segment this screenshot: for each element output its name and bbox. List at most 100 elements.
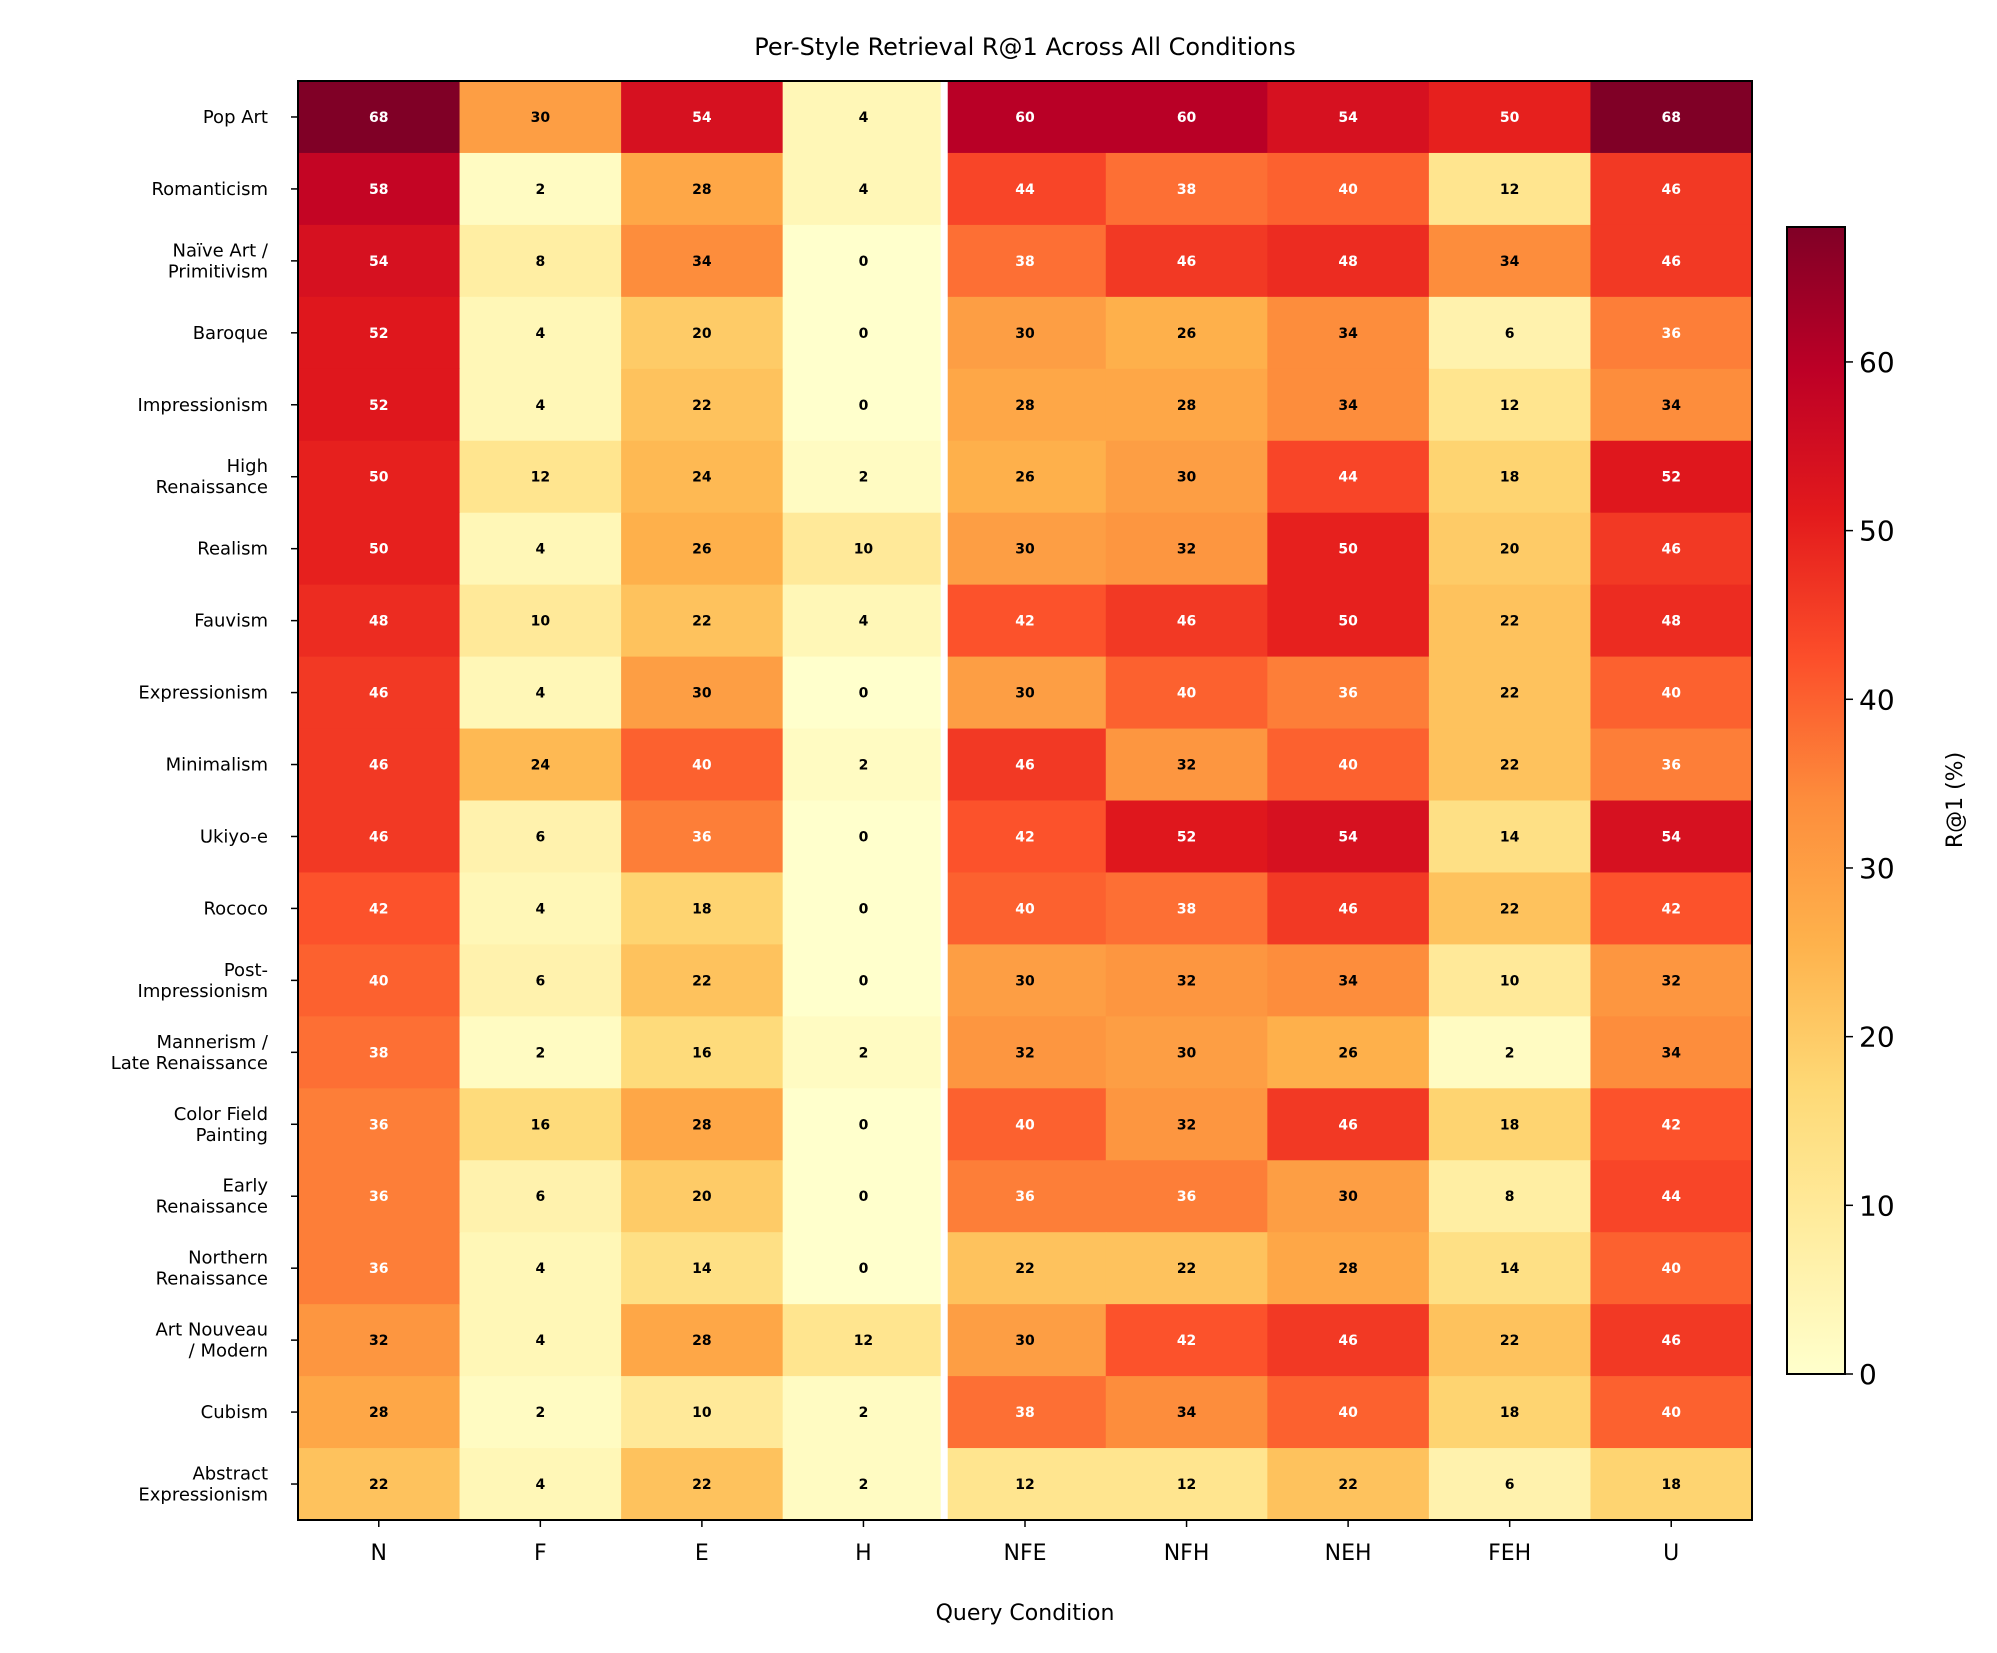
cell-value-label: 50 <box>1338 542 1358 558</box>
heatmap-cell <box>298 1088 461 1161</box>
heatmap-cell <box>298 944 461 1017</box>
heatmap-cell <box>1590 800 1753 873</box>
x-axis-label: Query Condition <box>936 1601 1115 1626</box>
y-tick-label: Primitivism <box>168 261 268 282</box>
cell-value-label: 28 <box>692 1117 711 1133</box>
cell-value-label: 40 <box>369 973 389 989</box>
x-tick-label: NFE <box>1003 1541 1046 1566</box>
cell-value-label: 60 <box>1177 110 1197 126</box>
y-tick-label: Naïve Art / <box>172 240 268 261</box>
cell-value-label: 8 <box>535 254 545 270</box>
heatmap-cell <box>782 872 945 945</box>
heatmap-cell <box>1267 440 1430 514</box>
heatmap-cell <box>1428 656 1591 730</box>
heatmap-cell <box>621 512 784 586</box>
x-tick-label: U <box>1663 1541 1679 1566</box>
cell-value-label: 22 <box>1500 614 1519 630</box>
cell-value-label: 32 <box>1177 758 1196 774</box>
cell-value-label: 40 <box>692 758 712 774</box>
cell-value-label: 22 <box>1500 1333 1519 1349</box>
cell-value-label: 8 <box>1505 1189 1515 1205</box>
cell-value-label: 32 <box>1177 973 1196 989</box>
cell-value-label: 44 <box>1338 470 1358 486</box>
heatmap-cell <box>782 944 945 1017</box>
heatmap-cell <box>944 1160 1107 1233</box>
cell-value-label: 0 <box>859 1261 869 1277</box>
cell-value-label: 40 <box>1338 182 1358 198</box>
cell-value-label: 28 <box>1015 398 1034 414</box>
heatmap-cell <box>1428 1160 1591 1233</box>
heatmap-cell <box>944 1088 1107 1161</box>
x-tick-label: N <box>371 1541 387 1566</box>
heatmap-cell <box>459 1016 622 1089</box>
cell-value-label: 4 <box>535 326 545 342</box>
colorbar-tick-label: 60 <box>1859 346 1895 379</box>
cell-value-label: 22 <box>692 398 711 414</box>
cell-value-label: 48 <box>369 614 388 630</box>
heatmap-cell <box>1428 800 1591 873</box>
cell-value-label: 36 <box>1661 758 1680 774</box>
cell-value-label: 22 <box>1177 1261 1196 1277</box>
cell-value-label: 20 <box>692 326 712 342</box>
heatmap-cell <box>459 1232 622 1305</box>
x-tick-label: NFH <box>1164 1541 1210 1566</box>
heatmap-cell <box>1267 1088 1430 1161</box>
heatmap-cell <box>1267 872 1430 945</box>
heatmap-cell <box>1267 368 1430 442</box>
heatmap-cell <box>944 224 1107 298</box>
cell-value-label: 12 <box>1500 182 1519 198</box>
cell-value-label: 30 <box>1177 470 1197 486</box>
heatmap-cell <box>1105 152 1268 226</box>
heatmap-cell <box>1428 728 1591 801</box>
heatmap-cell <box>1428 368 1591 442</box>
y-tick-label: Cubism <box>201 1402 268 1423</box>
heatmap-cell <box>621 1016 784 1089</box>
heatmap-cell <box>298 728 461 801</box>
heatmap-cell <box>944 872 1107 945</box>
heatmap-cell <box>298 224 461 298</box>
heatmap-cell <box>944 368 1107 442</box>
heatmap-cell <box>621 1304 784 1377</box>
cell-value-label: 36 <box>1015 1189 1034 1205</box>
cell-value-label: 4 <box>535 398 545 414</box>
heatmap-cell <box>782 1088 945 1161</box>
cell-value-label: 28 <box>1338 1261 1357 1277</box>
cell-value-label: 14 <box>692 1261 712 1277</box>
heatmap-cell <box>1105 800 1268 873</box>
cell-value-label: 50 <box>1500 110 1520 126</box>
cell-value-label: 38 <box>369 1045 388 1061</box>
cell-value-label: 40 <box>1338 1405 1358 1421</box>
cell-value-label: 32 <box>1177 1117 1196 1133</box>
heatmap-cell <box>1590 656 1753 730</box>
heatmap-cell <box>621 152 784 226</box>
heatmap-cell <box>944 152 1107 226</box>
heatmap-cell <box>298 368 461 442</box>
cell-value-label: 52 <box>369 398 388 414</box>
colorbar: 0 10 20 30 40 50 60 <box>1786 226 1895 1391</box>
cell-value-label: 2 <box>535 182 545 198</box>
colorbar-tick-label: 50 <box>1859 515 1895 548</box>
heatmap-cell <box>782 1376 945 1449</box>
heatmap-cell <box>298 1016 461 1089</box>
cell-value-label: 40 <box>1338 758 1358 774</box>
heatmap-cell <box>1590 1088 1753 1161</box>
y-tick-label: Mannerism / <box>156 1032 268 1053</box>
cell-value-label: 36 <box>1661 326 1680 342</box>
cell-value-label: 40 <box>1661 686 1681 702</box>
cell-value-label: 36 <box>369 1117 388 1133</box>
heatmap-cell <box>621 368 784 442</box>
cell-value-label: 22 <box>1500 686 1519 702</box>
cell-value-label: 12 <box>1500 398 1519 414</box>
heatmap-cell <box>1105 728 1268 801</box>
heatmap-cell <box>1105 1016 1268 1089</box>
heatmap-cell <box>298 1448 461 1521</box>
cell-value-label: 30 <box>1015 686 1035 702</box>
heatmap-cell <box>1428 1376 1591 1449</box>
cell-value-label: 32 <box>1661 973 1680 989</box>
heatmap-cell <box>298 872 461 945</box>
heatmap-cell <box>944 1016 1107 1089</box>
x-tick-label: FEH <box>1488 1541 1531 1566</box>
cell-value-label: 40 <box>1177 686 1197 702</box>
heatmap-cell <box>298 1232 461 1305</box>
cell-value-label: 14 <box>1500 829 1520 845</box>
